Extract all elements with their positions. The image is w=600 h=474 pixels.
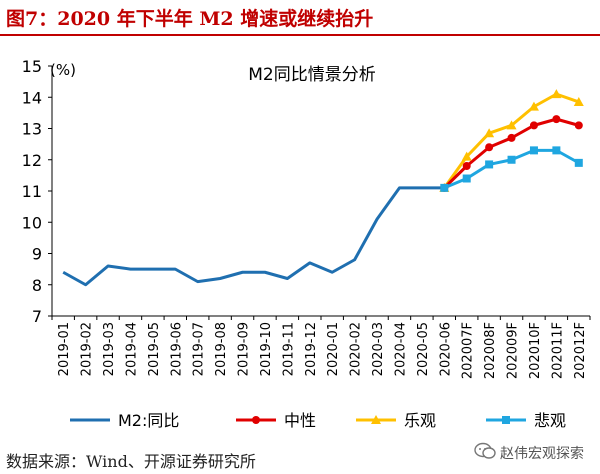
series-lines xyxy=(62,92,580,287)
x-tick-label: 202009F xyxy=(506,322,521,379)
y-tick-label: 9 xyxy=(32,245,42,264)
x-tick-label: 2020-02 xyxy=(349,322,364,376)
x-tick-label: 2019-01 xyxy=(57,322,72,376)
y-tick-label: 10 xyxy=(22,213,42,232)
x-tick-label: 2020-04 xyxy=(393,322,408,376)
source-note: 数据来源：Wind、开源证券研究所 xyxy=(6,452,256,471)
x-tick-label: 2019-07 xyxy=(192,322,207,376)
x-tick-label: 2019-06 xyxy=(169,322,184,376)
data-point xyxy=(528,101,539,111)
legend-marker xyxy=(252,416,260,424)
series-markers xyxy=(439,89,584,192)
x-tick-label: 202008F xyxy=(483,322,498,379)
figure-title: 图7：2020 年下半年 M2 增速或继续抬升 xyxy=(6,8,374,30)
x-tick-label: 2019-10 xyxy=(259,322,274,376)
data-point xyxy=(507,133,516,142)
data-point xyxy=(485,160,494,169)
chart-title: M2同比情景分析 xyxy=(248,65,375,85)
y-axis: 7 8 9 10 11 12 13 14 15 xyxy=(22,57,52,326)
data-point xyxy=(529,146,538,155)
data-point xyxy=(484,128,495,138)
legend-marker xyxy=(371,415,381,424)
data-point xyxy=(574,121,583,130)
data-point xyxy=(462,174,471,183)
x-tick-label: 202012F xyxy=(573,322,588,379)
x-tick-label: 2019-08 xyxy=(214,322,229,376)
x-tick-label: 2019-05 xyxy=(147,322,162,376)
figure-header: 图7：2020 年下半年 M2 增速或继续抬升 xyxy=(0,0,600,40)
watermark-text: 赵伟宏观探索 xyxy=(500,446,584,462)
legend: M2:同比 中性 乐观 悲观 xyxy=(70,411,566,430)
x-tick-label: 202011F xyxy=(550,322,565,379)
y-tick-label: 12 xyxy=(22,151,42,170)
x-tick-label: 202010F xyxy=(528,322,543,379)
data-point xyxy=(461,151,472,161)
legend-label: 乐观 xyxy=(404,411,436,430)
data-point xyxy=(507,155,516,164)
wechat-icon xyxy=(474,442,496,459)
x-tick-label: 2019-11 xyxy=(281,322,296,376)
y-tick-label: 11 xyxy=(22,182,42,201)
x-tick-label: 2019-09 xyxy=(237,322,252,376)
x-tick-label: 2020-05 xyxy=(416,322,431,376)
legend-label: 中性 xyxy=(284,411,316,430)
x-tick-label: 2019-03 xyxy=(102,322,117,376)
data-point xyxy=(573,96,584,106)
data-point xyxy=(551,89,562,99)
data-point xyxy=(574,158,583,167)
data-point xyxy=(440,183,449,192)
data-point xyxy=(462,162,471,170)
x-tick-label: 202007F xyxy=(461,322,476,379)
y-tick-label: 13 xyxy=(22,120,42,139)
x-tick-label: 2020-03 xyxy=(371,322,386,376)
data-point xyxy=(506,120,517,130)
x-tick-label: 2019-02 xyxy=(80,322,95,376)
watermark: 赵伟宏观探索 xyxy=(474,440,594,464)
series-line xyxy=(62,186,445,287)
data-point xyxy=(552,115,561,124)
y-tick-label: 8 xyxy=(32,276,42,295)
x-tick-label: 2020-06 xyxy=(438,322,453,376)
y-tick-label: 14 xyxy=(22,88,42,107)
legend-label: M2:同比 xyxy=(118,411,179,430)
x-axis: 2019-01 2019-02 2019-03 2019-04 2019-05 2019-… xyxy=(51,316,591,379)
axes xyxy=(51,66,590,317)
y-tick-label: 15 xyxy=(22,57,42,76)
data-point xyxy=(529,121,538,130)
header-rule xyxy=(0,34,600,36)
x-tick-label: 2020-01 xyxy=(326,322,341,376)
y-tick-label: 7 xyxy=(32,307,42,326)
data-point xyxy=(485,143,494,152)
legend-marker xyxy=(502,416,510,424)
y-axis-unit-label: (%) xyxy=(50,61,76,79)
legend-label: 悲观 xyxy=(534,411,566,430)
data-point xyxy=(552,146,561,155)
x-tick-label: 2019-12 xyxy=(304,322,319,376)
x-tick-label: 2019-04 xyxy=(124,322,139,376)
